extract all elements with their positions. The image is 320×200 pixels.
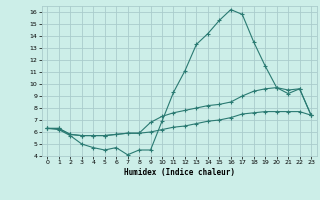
X-axis label: Humidex (Indice chaleur): Humidex (Indice chaleur) [124,168,235,177]
